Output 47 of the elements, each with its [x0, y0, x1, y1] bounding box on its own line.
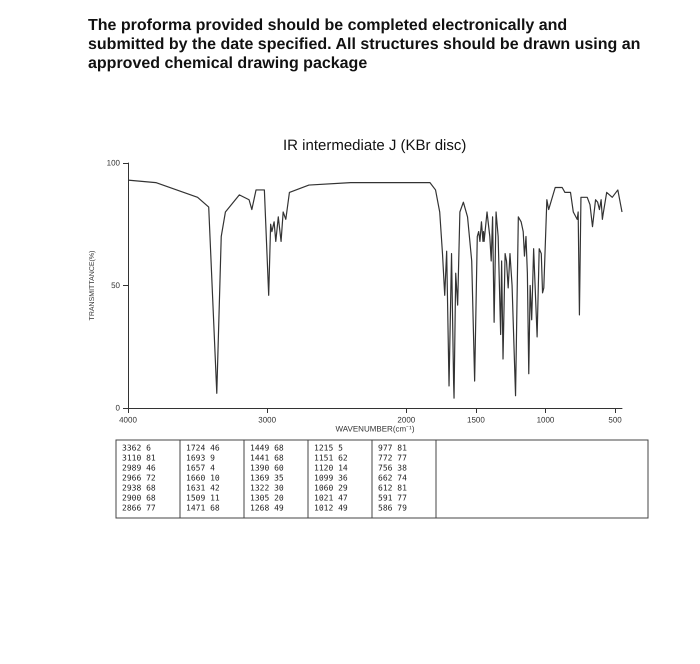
y-tick-label: 0	[116, 404, 121, 412]
text: 1268 49	[250, 504, 284, 512]
text: 1471 68	[186, 504, 220, 512]
text: 756 38	[378, 464, 408, 472]
text: 1693 9	[186, 454, 216, 462]
text: 1012 49	[314, 504, 348, 512]
y-tick-label: 100	[106, 158, 121, 168]
chart-subtitle: The proforma provided should be completed electronically and submitted by the date specified. All structures should be drawn using an approved chemical drawing package	[88, 17, 645, 72]
text: 1631 42	[186, 484, 220, 492]
text: 1449 68	[250, 444, 284, 452]
text: 586 79	[378, 504, 408, 512]
text: 1660 10	[186, 474, 220, 482]
text: 591 77	[378, 494, 408, 502]
text: 1060 29	[314, 484, 348, 492]
text: 662 74	[378, 474, 408, 482]
text: 772 77	[378, 454, 408, 462]
text: 1305 20	[250, 494, 284, 502]
text: 2938 68	[122, 484, 156, 492]
x-tick-label: 4000	[119, 416, 138, 424]
text: 2966 72	[122, 474, 156, 482]
text: 2989 46	[122, 464, 156, 472]
text: 1657 4	[186, 464, 216, 472]
text: 1151 62	[314, 454, 348, 462]
x-tick-label: 3000	[258, 416, 277, 424]
text: 1215 5	[314, 444, 344, 452]
text: 2900 68	[122, 494, 156, 502]
text: 1120 14	[314, 464, 348, 472]
text: 1390 60	[250, 464, 284, 472]
text: 1021 47	[314, 494, 348, 502]
x-tick-label: 500	[608, 416, 622, 424]
text: 1369 35	[250, 474, 284, 482]
x-tick-label: 1000	[536, 416, 555, 424]
text: 3362 6	[122, 444, 152, 452]
text: 2866 77	[122, 504, 156, 512]
text: 977 81	[378, 444, 408, 452]
text: 1724 46	[186, 444, 220, 452]
x-tick-label: 1500	[466, 416, 486, 424]
text: 3110 81	[122, 454, 156, 462]
text: 1441 68	[250, 454, 284, 462]
text: 612 81	[378, 484, 408, 492]
text: 1322 30	[250, 484, 284, 492]
text: 1509 11	[186, 494, 220, 502]
text: 1099 36	[314, 474, 348, 482]
x-axis-title: WAVENUMBER(cm⁻¹)	[336, 424, 415, 434]
x-tick-label: 2000	[397, 416, 416, 424]
chart-title: IR intermediate J (KBr disc)	[283, 137, 466, 154]
y-tick-label: 50	[111, 281, 121, 290]
